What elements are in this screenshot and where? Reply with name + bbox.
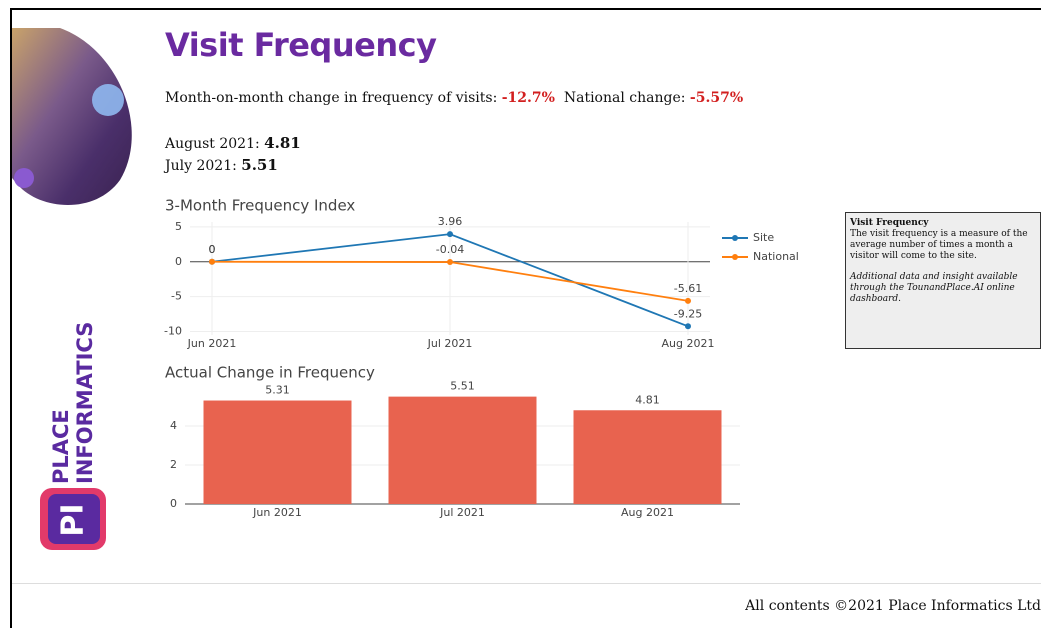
bar [203, 400, 352, 504]
y-tick-label: 4 [170, 419, 177, 432]
national-value: -5.57% [689, 90, 744, 106]
y-tick-label: 0 [170, 497, 177, 510]
logo-line1: PLACE [49, 409, 73, 484]
chart-title: Actual Change in Frequency [165, 364, 375, 382]
legend-dot [732, 235, 738, 241]
point [685, 297, 691, 304]
month-row: July 2021: 5.51 [165, 156, 278, 174]
x-tick-label: Jul 2021 [427, 337, 473, 350]
info-text: The visit frequency is a measure of the … [850, 229, 1028, 261]
summary: Month-on-month change in frequency of vi… [165, 90, 743, 106]
x-tick-label: Jun 2021 [187, 337, 237, 350]
y-tick-label: 0 [175, 255, 182, 268]
info-box: Visit Frequency The visit frequency is a… [845, 212, 1041, 349]
point [685, 323, 691, 330]
chart-title: 3-Month Frequency Index [165, 197, 355, 215]
month-row: August 2021: 4.81 [165, 134, 301, 152]
info-title: Visit Frequency [850, 218, 929, 228]
data-label: 0 [209, 243, 216, 256]
month-label: August 2021: [165, 136, 260, 152]
legend-label: National [753, 250, 799, 263]
y-tick-label: -5 [171, 290, 182, 303]
point [209, 258, 215, 265]
x-tick-label: Jun 2021 [252, 506, 302, 519]
y-tick-label: 5 [175, 220, 182, 233]
month-value: 5.51 [241, 156, 278, 174]
point [447, 259, 453, 266]
logo-bubble [14, 168, 34, 188]
logo-mark-inner [48, 494, 100, 544]
national-label: National change: [563, 90, 686, 106]
x-tick-label: Aug 2021 [662, 337, 715, 350]
info-note: Additional data and insight available th… [850, 272, 1018, 304]
x-tick-label: Jul 2021 [439, 506, 485, 519]
page-title: Visit Frequency [165, 26, 437, 64]
data-label: 0 [209, 243, 216, 256]
divider [12, 583, 1041, 584]
data-label: -5.61 [674, 282, 702, 295]
logo-line2: INFORMATICS [73, 322, 97, 484]
frame [10, 8, 1041, 628]
month-value: 4.81 [264, 134, 301, 152]
data-label: 3.96 [438, 215, 463, 228]
y-tick-label: 2 [170, 458, 177, 471]
bar [573, 410, 722, 504]
mom-value: -12.7% [501, 90, 555, 106]
data-label: -0.04 [436, 243, 464, 256]
point [447, 231, 453, 238]
x-tick-label: Aug 2021 [621, 506, 674, 519]
data-label: 5.51 [450, 380, 475, 393]
data-label: -9.25 [674, 307, 702, 320]
legend-dot [732, 254, 738, 260]
y-tick-label: -10 [164, 325, 182, 338]
data-label: 4.81 [635, 393, 660, 406]
legend-label: Site [753, 231, 774, 244]
logo-mark: PI [56, 503, 91, 536]
month-label: July 2021: [165, 158, 237, 174]
mom-label: Month-on-month change in frequency of vi… [165, 90, 498, 106]
footer: All contents ©2021 Place Informatics Ltd [745, 598, 1041, 614]
logo-bubble [92, 84, 124, 116]
bar [388, 396, 537, 504]
data-label: 5.31 [265, 384, 290, 397]
logo-photo [12, 28, 132, 205]
